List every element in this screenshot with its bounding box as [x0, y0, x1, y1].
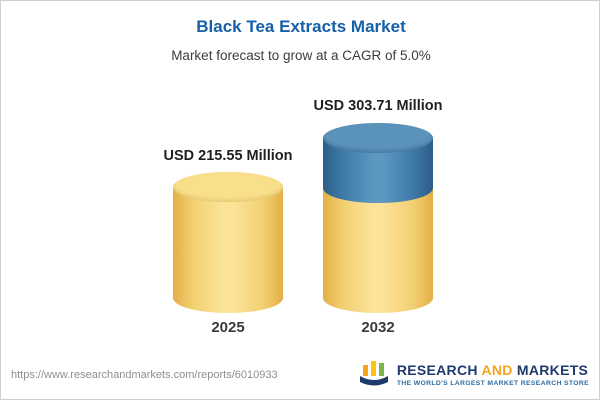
- cylinder-top: [323, 123, 433, 153]
- x-axis-label-2032: 2032: [361, 319, 395, 336]
- bar-2032-cylinder: [323, 123, 433, 313]
- cylinder-base-segment: [323, 188, 433, 298]
- page-subtitle: Market forecast to grow at a CAGR of 5.0…: [171, 48, 431, 63]
- bar-2025-cylinder: [173, 172, 283, 313]
- brand-name: RESEARCH AND MARKETS: [396, 362, 589, 379]
- page-title: Black Tea Extracts Market: [196, 17, 406, 36]
- brand-tagline: THE WORLD'S LARGEST MARKET RESEARCH STOR…: [396, 380, 589, 388]
- report-url: https://www.researchandmarkets.com/repor…: [11, 369, 278, 381]
- cylinder-body: [173, 187, 283, 298]
- cylinder-top: [173, 172, 283, 202]
- value-label-2025: USD 215.55 Million: [163, 148, 293, 164]
- brand-logo: RESEARCH AND MARKETS THE WORLD'S LARGEST…: [358, 357, 589, 394]
- value-label-2032: USD 303.71 Million: [313, 98, 443, 114]
- research-and-markets-logo-icon: [358, 357, 390, 394]
- x-axis-label-2025: 2025: [211, 319, 245, 336]
